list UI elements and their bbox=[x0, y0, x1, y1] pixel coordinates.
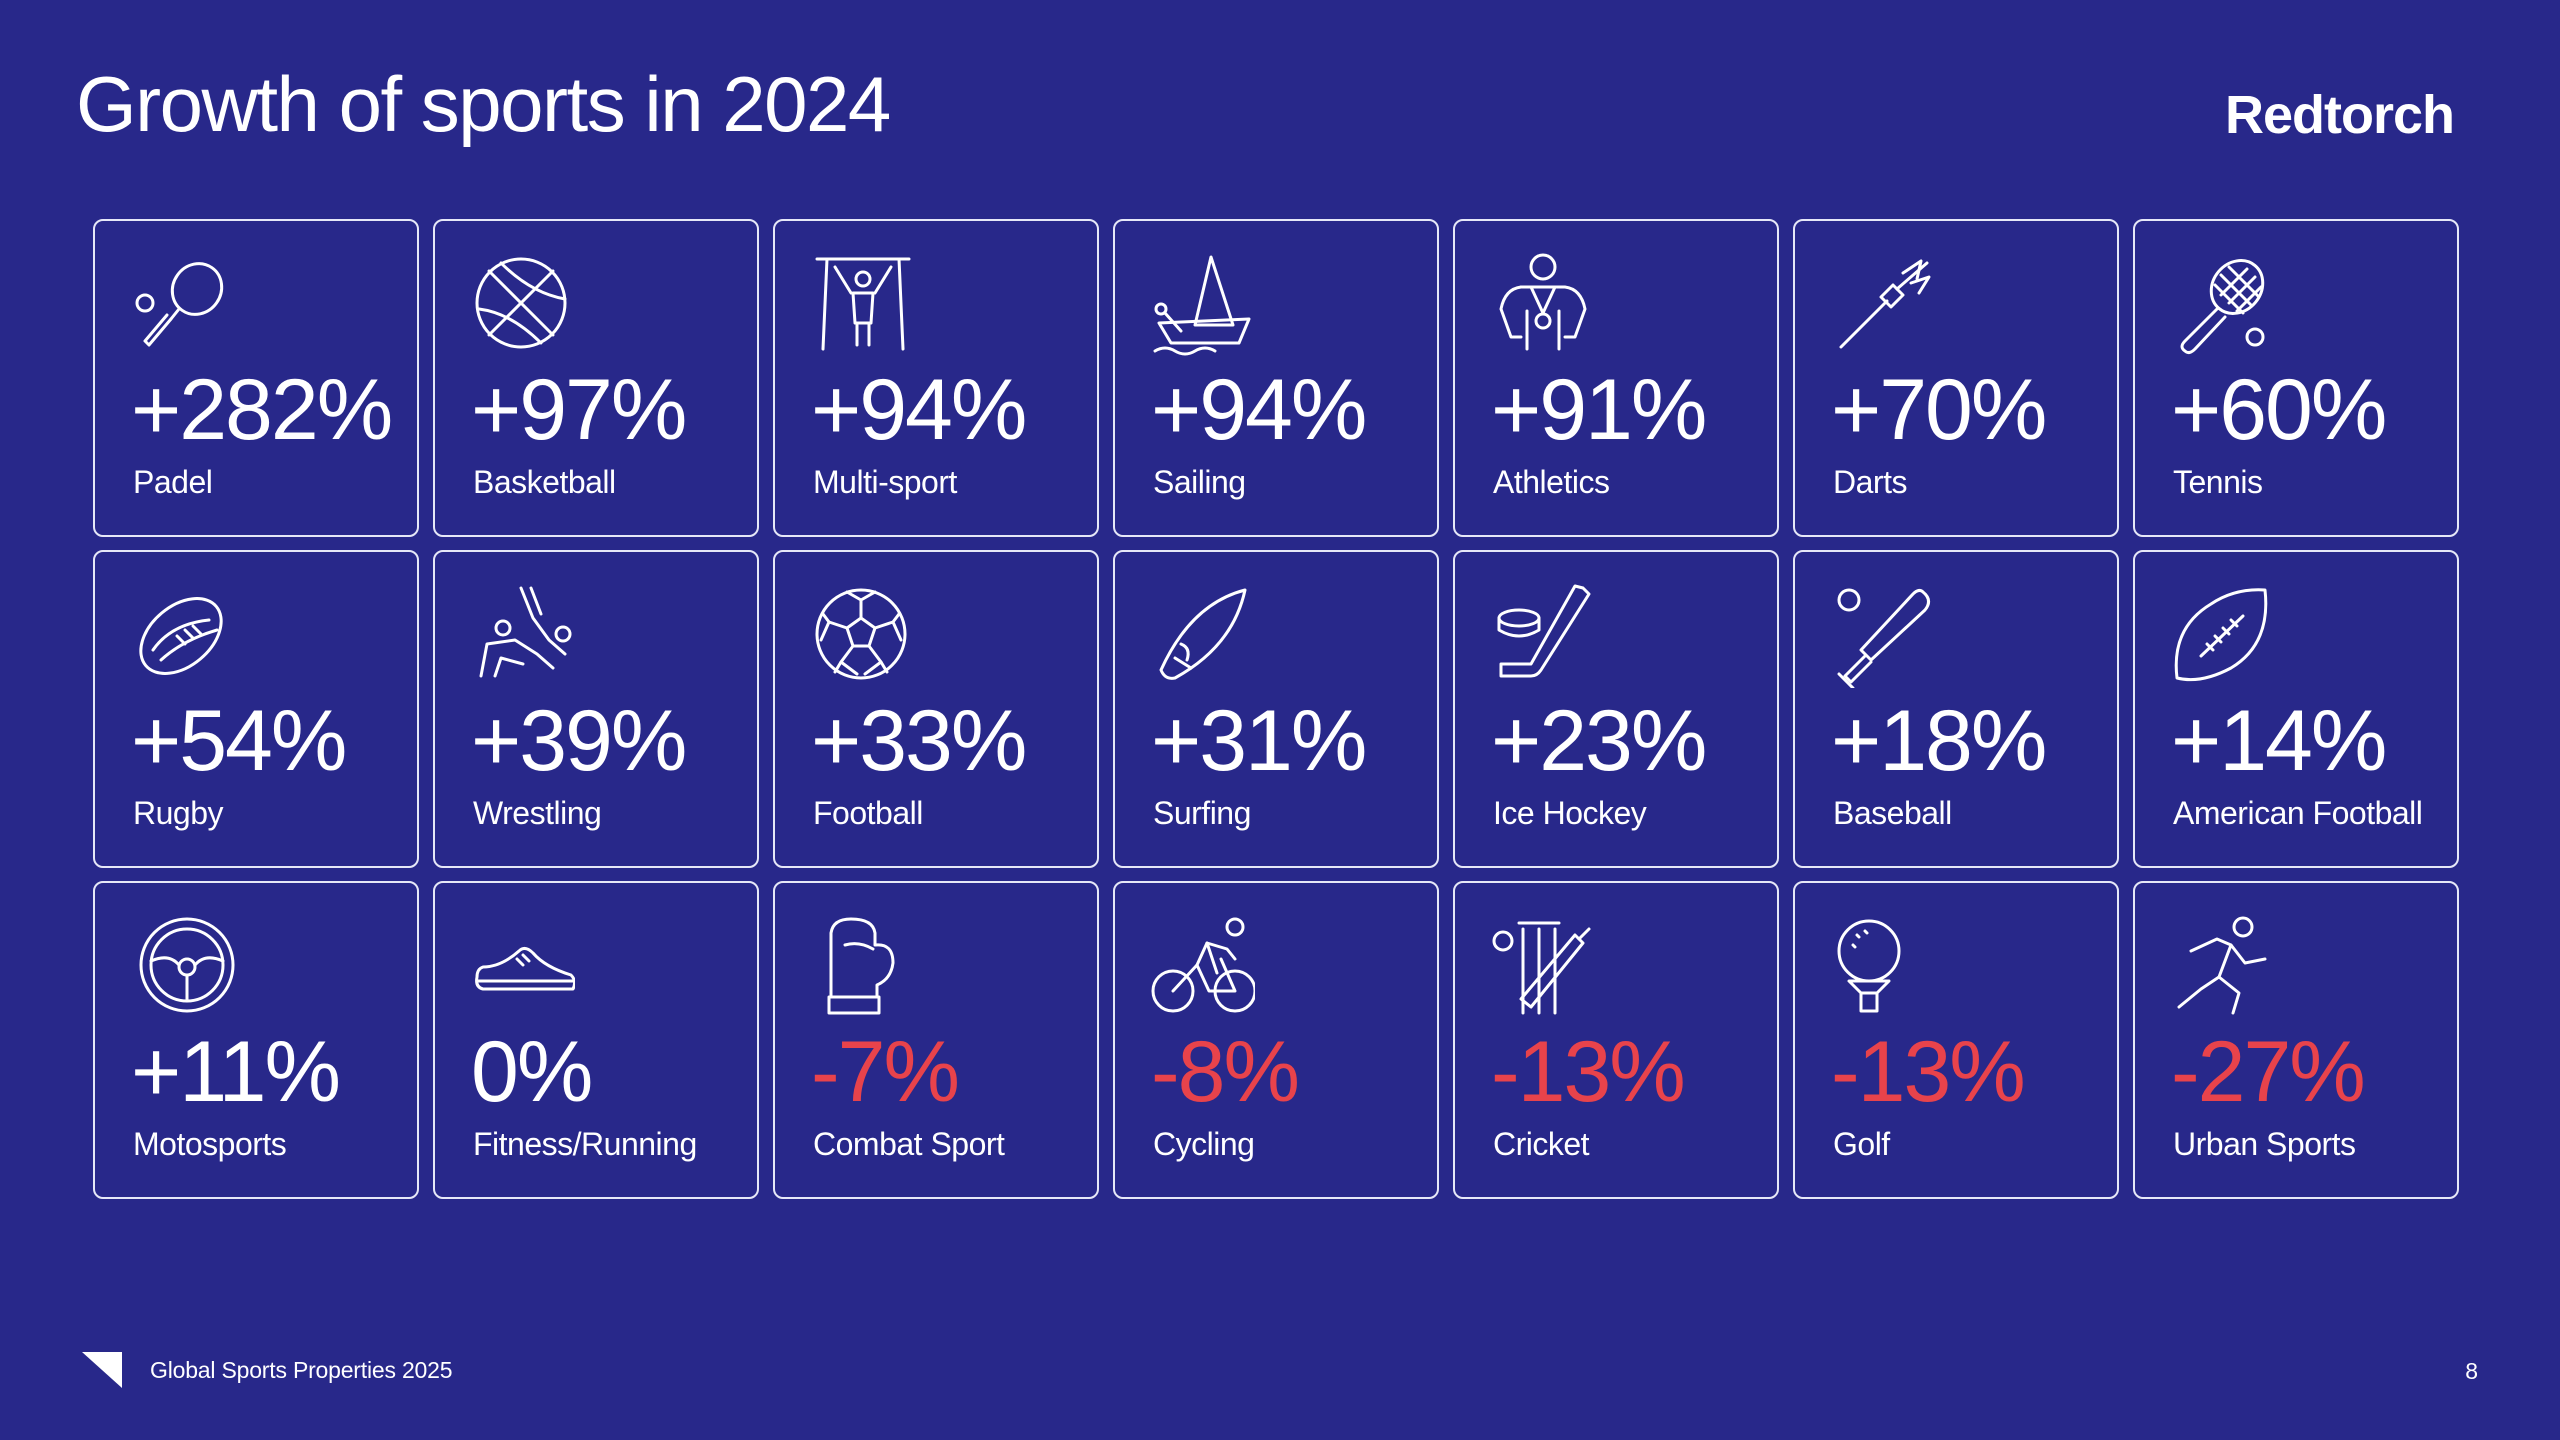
sport-label: Multi-sport bbox=[813, 464, 957, 500]
sport-card-american-football: +14% American Football bbox=[2133, 550, 2459, 868]
footer: Global Sports Properties 2025 bbox=[82, 1348, 453, 1392]
sport-label: Cycling bbox=[1153, 1126, 1255, 1162]
sport-label: Golf bbox=[1833, 1126, 1890, 1162]
growth-value: +70% bbox=[1831, 362, 2047, 458]
rugby-ball-icon bbox=[131, 584, 235, 688]
sport-label: Combat Sport bbox=[813, 1126, 1005, 1162]
steering-wheel-icon bbox=[131, 915, 235, 1019]
growth-value: +282% bbox=[131, 362, 393, 458]
sport-label: Surfing bbox=[1153, 795, 1251, 831]
sport-card-motosports: +11% Motosports bbox=[93, 881, 419, 1199]
baseball-bat-icon bbox=[1831, 584, 1935, 688]
growth-value: -8% bbox=[1151, 1024, 1300, 1120]
growth-value: +14% bbox=[2171, 693, 2387, 789]
growth-value: +39% bbox=[471, 693, 687, 789]
growth-value: +97% bbox=[471, 362, 687, 458]
dart-icon bbox=[1831, 253, 1935, 357]
sport-card-cricket: -13% Cricket bbox=[1453, 881, 1779, 1199]
sport-card-sailing: +94% Sailing bbox=[1113, 219, 1439, 537]
american-football-icon bbox=[2171, 584, 2275, 688]
sport-label: Wrestling bbox=[473, 795, 602, 831]
growth-value: +94% bbox=[811, 362, 1027, 458]
growth-value: -13% bbox=[1831, 1024, 2026, 1120]
sport-label: Cricket bbox=[1493, 1126, 1590, 1162]
soccer-ball-icon bbox=[811, 584, 915, 688]
growth-value: -13% bbox=[1491, 1024, 1686, 1120]
sport-label: Football bbox=[813, 795, 923, 831]
growth-value: +31% bbox=[1151, 693, 1367, 789]
growth-value: 0% bbox=[471, 1024, 593, 1120]
sport-card-cycling: -8% Cycling bbox=[1113, 881, 1439, 1199]
growth-value: +54% bbox=[131, 693, 347, 789]
hockey-stick-icon bbox=[1491, 584, 1595, 688]
growth-value: +23% bbox=[1491, 693, 1707, 789]
sport-card-ice-hockey: +23% Ice Hockey bbox=[1453, 550, 1779, 868]
sport-card-darts: +70% Darts bbox=[1793, 219, 2119, 537]
sport-card-tennis: +60% Tennis bbox=[2133, 219, 2459, 537]
sport-card-combat-sport: -7% Combat Sport bbox=[773, 881, 1099, 1199]
surfboard-icon bbox=[1151, 584, 1255, 688]
sports-grid: +282% Padel +97% Basketball bbox=[93, 219, 2459, 1199]
sport-label: Motosports bbox=[133, 1126, 287, 1162]
sport-label: American Football bbox=[2173, 795, 2423, 831]
sport-label: Basketball bbox=[473, 464, 616, 500]
wrestlers-icon bbox=[471, 584, 575, 688]
cricket-icon bbox=[1491, 915, 1595, 1019]
growth-value: +18% bbox=[1831, 693, 2047, 789]
sport-label: Darts bbox=[1833, 464, 1907, 500]
growth-value: -7% bbox=[811, 1024, 960, 1120]
growth-value: +94% bbox=[1151, 362, 1367, 458]
basketball-icon bbox=[471, 253, 575, 357]
sport-card-multi-sport: +94% Multi-sport bbox=[773, 219, 1099, 537]
sport-label: Padel bbox=[133, 464, 213, 500]
gymnast-rings-icon bbox=[811, 253, 915, 357]
brand-mark-icon bbox=[82, 1348, 126, 1392]
sport-label: Baseball bbox=[1833, 795, 1952, 831]
sport-card-athletics: +91% Athletics bbox=[1453, 219, 1779, 537]
sailboat-icon bbox=[1151, 253, 1255, 357]
sport-card-padel: +282% Padel bbox=[93, 219, 419, 537]
growth-value: +91% bbox=[1491, 362, 1707, 458]
sport-card-golf: -13% Golf bbox=[1793, 881, 2119, 1199]
page-number: 8 bbox=[2465, 1358, 2478, 1384]
boxing-glove-icon bbox=[811, 915, 915, 1019]
sport-card-football: +33% Football bbox=[773, 550, 1099, 868]
tennis-racket-icon bbox=[2171, 253, 2275, 357]
growth-value: +11% bbox=[131, 1024, 341, 1120]
sport-label: Tennis bbox=[2173, 464, 2263, 500]
sneaker-icon bbox=[471, 915, 575, 1019]
page-title: Growth of sports in 2024 bbox=[76, 60, 891, 148]
padel-icon bbox=[131, 253, 235, 357]
sport-card-fitness-running: 0% Fitness/Running bbox=[433, 881, 759, 1199]
sport-label: Urban Sports bbox=[2173, 1126, 2356, 1162]
sport-label: Ice Hockey bbox=[1493, 795, 1647, 831]
sport-card-basketball: +97% Basketball bbox=[433, 219, 759, 537]
athlete-medal-icon bbox=[1491, 253, 1595, 357]
sport-label: Athletics bbox=[1493, 464, 1610, 500]
sport-card-wrestling: +39% Wrestling bbox=[433, 550, 759, 868]
sport-label: Sailing bbox=[1153, 464, 1246, 500]
growth-value: +60% bbox=[2171, 362, 2387, 458]
sport-label: Rugby bbox=[133, 795, 224, 831]
golf-ball-icon bbox=[1831, 915, 1935, 1019]
brand-logo: Redtorch bbox=[2224, 85, 2455, 145]
growth-value: -27% bbox=[2171, 1024, 2366, 1120]
cyclist-icon bbox=[1151, 915, 1255, 1019]
sport-card-urban-sports: -27% Urban Sports bbox=[2133, 881, 2459, 1199]
growth-value: +33% bbox=[811, 693, 1027, 789]
sport-card-rugby: +54% Rugby bbox=[93, 550, 419, 868]
runner-icon bbox=[2171, 915, 2275, 1019]
sport-label: Fitness/Running bbox=[473, 1126, 697, 1162]
footer-text: Global Sports Properties 2025 bbox=[150, 1356, 453, 1383]
sport-card-baseball: +18% Baseball bbox=[1793, 550, 2119, 868]
sport-card-surfing: +31% Surfing bbox=[1113, 550, 1439, 868]
